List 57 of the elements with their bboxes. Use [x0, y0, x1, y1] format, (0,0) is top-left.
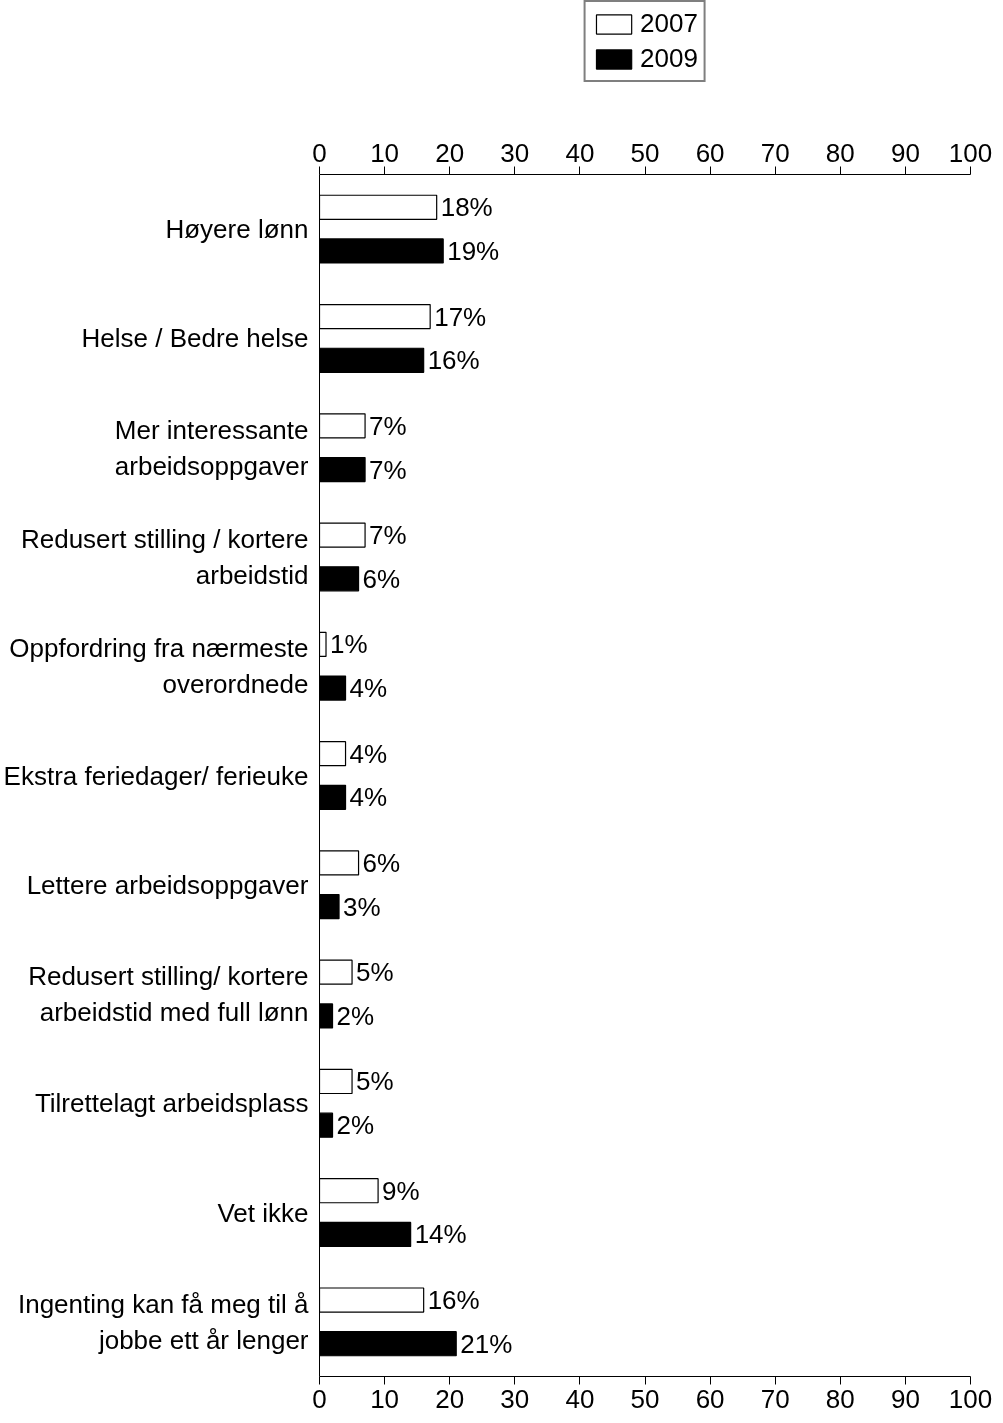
- y-tick-label: Lettere arbeidsoppgaver: [26, 869, 309, 900]
- legend-label: 2009: [640, 43, 698, 74]
- data-label: 1%: [330, 629, 368, 660]
- y-tick-label: Tilrettelagt arbeidsplass: [34, 1088, 309, 1119]
- data-label: 5%: [356, 1066, 394, 1097]
- data-label: 16%: [427, 345, 480, 376]
- data-label: 3%: [343, 891, 381, 922]
- data-label: 21%: [460, 1328, 513, 1359]
- x-tick-label: 60: [695, 137, 725, 168]
- y-tick-label: Helse / Bedre helse: [81, 323, 309, 354]
- data-label: 9%: [382, 1175, 420, 1206]
- data-label: 6%: [362, 847, 401, 878]
- y-tick-label: Ekstra feriedager/ ferieuke: [3, 760, 309, 791]
- data-label: 17%: [434, 301, 487, 332]
- x2-tick-label: 90: [890, 1383, 920, 1414]
- x2-tick-label: 100: [948, 1383, 993, 1414]
- x2-tick-label: 0: [312, 1383, 327, 1414]
- legend-label: 2007: [640, 8, 698, 39]
- y-tick-label: Redusert stilling / kortere arbeidstid: [20, 523, 309, 590]
- y-tick-label: Vet ikke: [217, 1197, 309, 1228]
- x2-tick-label: 50: [630, 1383, 660, 1414]
- x-tick-label: 100: [948, 137, 993, 168]
- y-tick-label: Redusert stilling/ kortere arbeidstid med full lønn: [28, 961, 309, 1028]
- data-label: 4%: [349, 782, 388, 813]
- data-label: 4%: [349, 738, 388, 769]
- y-tick-label: Oppfordring fra nærmeste overordnede: [9, 633, 309, 700]
- data-label: 6%: [362, 563, 401, 594]
- x-tick-label: 70: [760, 137, 790, 168]
- x-tick-label: 80: [825, 137, 855, 168]
- x2-tick-label: 30: [500, 1383, 530, 1414]
- x2-tick-label: 40: [565, 1383, 595, 1414]
- data-label: 2%: [336, 1110, 375, 1141]
- x-tick-label: 90: [890, 137, 920, 168]
- data-label: 4%: [349, 673, 388, 704]
- data-label: 7%: [369, 520, 407, 551]
- x-tick-label: 10: [370, 137, 400, 168]
- data-label: 18%: [440, 192, 493, 223]
- data-label: 7%: [369, 410, 407, 441]
- y-tick-label: Ingenting kan få meg til å jobbe ett år lenger: [17, 1288, 310, 1355]
- x-tick-label: 0: [312, 137, 327, 168]
- y-tick-label: Mer interessante arbeidsoppgaver: [114, 414, 309, 481]
- data-label: 5%: [356, 957, 394, 988]
- x2-tick-label: 60: [695, 1383, 725, 1414]
- data-label: 16%: [427, 1285, 480, 1316]
- x2-tick-label: 20: [435, 1383, 465, 1414]
- data-label: 2%: [336, 1000, 375, 1031]
- x2-tick-label: 10: [370, 1383, 400, 1414]
- y-tick-label: Høyere lønn: [165, 214, 309, 245]
- data-label: 14%: [414, 1219, 467, 1250]
- data-label: 19%: [447, 235, 500, 266]
- x-tick-label: 30: [500, 137, 530, 168]
- x-tick-label: 20: [435, 137, 465, 168]
- data-label: 7%: [369, 454, 407, 485]
- x2-tick-label: 80: [825, 1383, 855, 1414]
- x2-tick-label: 70: [760, 1383, 790, 1414]
- x-tick-label: 50: [630, 137, 660, 168]
- x-tick-label: 40: [565, 137, 595, 168]
